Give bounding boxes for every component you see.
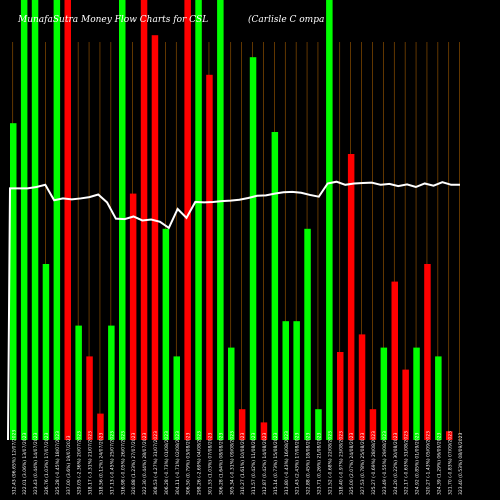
x-tick-label: 325.28 (-0.45%) 18/07/2023 [55, 431, 61, 495]
x-tick-label: 323.49 (-0.55%) 29/08/2023 [382, 431, 388, 495]
x-tick-label: 313.80 (-0.43%) 16/08/2023 [284, 431, 290, 495]
money-flow-bar [347, 154, 355, 440]
money-flow-bar [391, 281, 398, 440]
money-flow-bar [282, 321, 289, 440]
money-flow-bar [108, 325, 115, 440]
money-flow-bar [424, 264, 431, 440]
tick-layer: 312.43 (96.65%) 12/07/2023 322.01 (3.06%)… [11, 430, 464, 495]
x-tick-label: 323.43 (0.44%) 14/07/2023 [33, 433, 39, 495]
x-tick-label: 324.39 (1.29%) 06/09/2023 [436, 433, 442, 495]
money-flow-bar [249, 57, 257, 440]
x-tick-label: 321.52 (-0.68%) 22/08/2023 [327, 431, 333, 495]
x-tick-label: 315.14 (0.73%) 15/08/2023 [273, 433, 279, 495]
money-flow-bar [64, 0, 71, 440]
x-tick-label: 298.26 (-2.69%) 04/08/2023 [197, 431, 203, 495]
money-flow-bar [293, 321, 300, 440]
x-tick-label: 301.33 (1.03%) 07/08/2023 [207, 433, 213, 495]
x-tick-label: 323.40 (0.53%) 08/09/2023 [458, 433, 464, 495]
price-line [7, 180, 460, 441]
x-tick-label: 317.13 (-0.45%) 25/07/2023 [109, 431, 115, 495]
money-flow-bar [206, 74, 213, 441]
money-flow-bar [337, 352, 344, 440]
x-tick-label: 306.50 (0.79%) 03/08/2023 [186, 433, 192, 495]
chart-title-left: MunafaSutra Money Flow Charts for CSL [17, 15, 208, 25]
x-tick-label: 322.30 (0.44%) 28/07/2023 [142, 433, 148, 495]
x-tick-label: 318.56 (0.12%) 24/07/2023 [98, 433, 104, 495]
money-flow-bar [97, 413, 104, 440]
money-flow-bar [119, 0, 126, 440]
x-tick-label: 308.53 (-4.27%) 31/07/2023 [153, 431, 159, 495]
x-tick-label: 324.92 (0.85%) 01/09/2023 [415, 433, 421, 495]
money-flow-bar [20, 0, 28, 440]
money-flow-bar [228, 347, 235, 440]
x-tick-label: 329.05 (-2.36%) 20/07/2023 [77, 431, 83, 495]
x-tick-label: 311.57 (0.42%) 11/08/2023 [251, 433, 257, 495]
money-flow-bar [217, 0, 224, 440]
money-flow-bar [162, 228, 170, 440]
x-tick-label: 321.70 (-0.83%) 07/09/2023 [447, 431, 453, 495]
money-flow-bar [358, 334, 366, 440]
x-tick-label: 312.87 (0.42%) 14/08/2023 [262, 433, 268, 495]
money-flow-bar [86, 356, 93, 440]
money-flow-bar [129, 193, 137, 440]
x-tick-label: 306.28 (1.64%) 08/08/2023 [218, 433, 224, 495]
x-tick-label: 320.27 (-1.43%) 05/09/2023 [425, 431, 431, 495]
x-tick-label: 322.17 (-0.63%) 31/08/2023 [404, 431, 410, 495]
money-flow-bar [271, 132, 279, 440]
x-tick-label: 304.11 (-0.71%) 02/08/2023 [175, 431, 181, 495]
money-flow-bar [446, 431, 453, 440]
x-tick-label: 306.28 (-0.73%) 01/08/2023 [164, 431, 170, 495]
x-tick-label: 310.27 (1.61%) 10/08/2023 [240, 433, 246, 495]
x-tick-label: 321.43 (2.43%) 17/08/2023 [295, 433, 301, 495]
money-flow-bar [151, 35, 159, 440]
x-tick-label: 325.00 (2.07%) 24/08/2023 [349, 433, 355, 495]
x-tick-label: 318.17 (-3.31%) 21/07/2023 [88, 431, 94, 495]
money-flow-bar [304, 228, 311, 440]
x-tick-label: 323.71 (0.26%) 21/08/2023 [316, 433, 322, 495]
x-tick-label: 305.34 (-0.31%) 09/08/2023 [229, 431, 235, 495]
x-tick-label: 327.53 (0.78%) 25/08/2023 [360, 433, 366, 495]
money-flow-bar [326, 0, 333, 440]
x-tick-label: 320.88 (1.23%) 27/07/2023 [131, 433, 137, 495]
x-tick-label: 324.20 (0.22%) 30/08/2023 [393, 433, 399, 495]
money-flow-bar [10, 123, 17, 440]
money-flow-bar [173, 356, 180, 440]
money-flow-bar [369, 409, 377, 440]
money-flow-bar [435, 356, 442, 440]
x-tick-label: 322.88 (0.45%) 18/08/2023 [306, 433, 312, 495]
money-flow-bar [402, 369, 409, 440]
chart-title-right: (Carlisle C ompa [248, 14, 324, 25]
x-tick-label: 322.01 (3.06%) 13/07/2023 [22, 433, 28, 495]
money-flow-bar [42, 264, 50, 440]
x-tick-label: 337.00 (3.6%) 19/07/2023 [66, 435, 72, 495]
money-flow-bar [315, 409, 322, 440]
x-tick-label: 326.76 (1.03%) 17/07/2023 [44, 433, 50, 495]
x-tick-label: 325.27 (-0.69%) 28/08/2023 [371, 431, 377, 495]
money-flow-bar [413, 347, 420, 440]
x-tick-label: 316.98 (-0.05%) 26/07/2023 [120, 431, 126, 495]
money-flow-bar [184, 0, 191, 440]
money-flow-bar [380, 347, 388, 440]
money-flow-bar [75, 325, 82, 440]
x-tick-label: 318.40 (-0.97%) 23/08/2023 [338, 431, 344, 495]
money-flow-bar [260, 422, 268, 440]
x-tick-label: 312.43 (96.65%) 12/07/2023 [11, 430, 17, 495]
money-flow-bar [195, 0, 202, 440]
money-flow-bar [238, 409, 246, 440]
line-layer [7, 180, 460, 441]
money-flow-bar [31, 0, 39, 440]
money-flow-bar [53, 0, 61, 440]
